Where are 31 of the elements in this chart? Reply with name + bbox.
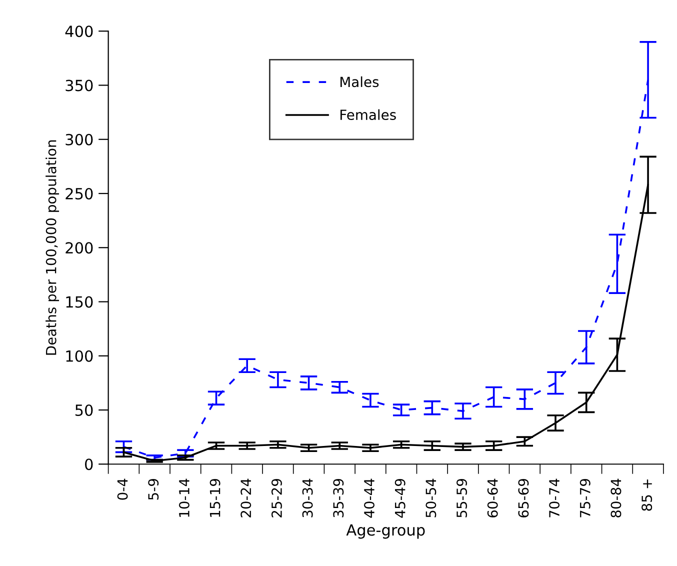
x-axis-title: Age-group: [346, 524, 425, 539]
y-tick-label: 250: [66, 188, 93, 200]
x-tick-label: 50-54: [426, 478, 436, 518]
legend-label: Females: [340, 109, 396, 120]
x-tick-label: 45-49: [394, 478, 406, 518]
y-tick-label: 50: [75, 404, 93, 416]
x-tick-label: 10-14: [178, 478, 190, 517]
x-tick-label: 0-4: [117, 478, 128, 500]
y-tick-label: 150: [66, 296, 93, 308]
x-tick-label: 80-84: [610, 478, 622, 518]
y-tick-label: 400: [65, 26, 93, 38]
y-tick-label: 200: [66, 242, 93, 254]
x-tick-label: 85 +: [642, 479, 652, 511]
y-tick-label: 350: [66, 80, 93, 92]
x-tick-label: 20-24: [240, 478, 252, 518]
x-tick-label: 30-34: [302, 478, 313, 518]
x-tick-label: 40-44: [364, 478, 374, 518]
y-tick-label: 100: [66, 350, 93, 362]
y-tick-label: 0: [85, 458, 93, 470]
legend-label: Males: [340, 76, 379, 88]
x-tick-label: 15-19: [210, 478, 220, 517]
x-tick-label: 75-79: [580, 478, 590, 518]
x-tick-label: 65-69: [518, 478, 529, 518]
y-tick-label: 300: [66, 134, 93, 146]
y-axis-title: Deaths per 100,000 population: [46, 140, 60, 355]
x-tick-label: 25-29: [271, 478, 282, 518]
x-tick-label: 55-59: [456, 478, 468, 518]
x-tick-label: 35-39: [333, 478, 344, 518]
x-tick-label: 70-74: [549, 478, 560, 518]
x-tick-label: 5-9: [148, 478, 159, 500]
x-tick-label: 60-64: [487, 478, 498, 518]
